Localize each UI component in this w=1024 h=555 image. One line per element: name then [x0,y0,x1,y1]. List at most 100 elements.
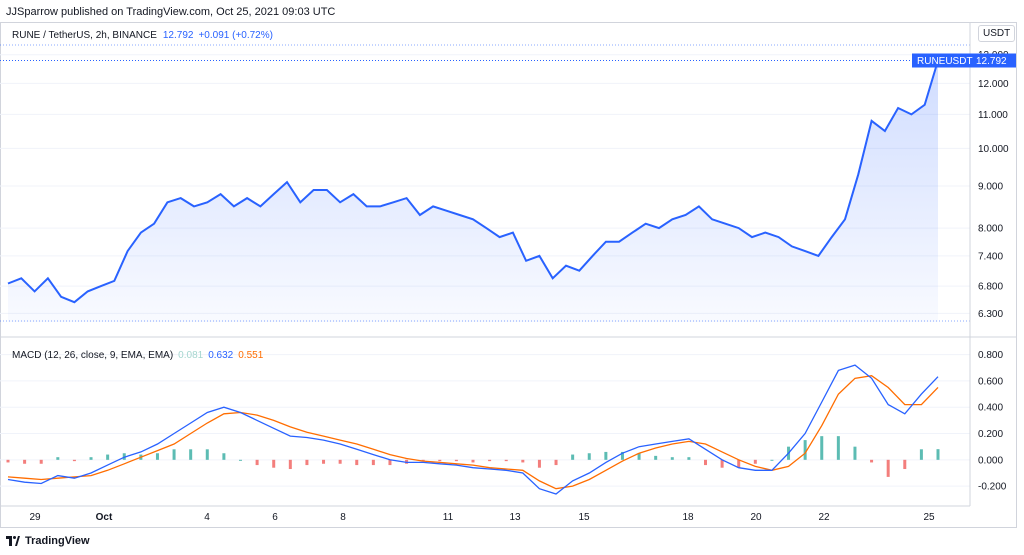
publisher-line: JJSparrow published on TradingView.com, … [6,6,336,18]
macd-histogram-bar [23,459,27,464]
macd-histogram-value: 0.081 [178,350,204,361]
macd-histogram-bar [172,449,176,460]
macd-histogram-bar [670,457,674,460]
macd-label: MACD (12, 26, close, 9, EMA, EMA) [12,350,174,361]
macd-histogram-bar [255,459,259,466]
macd-histogram-bar [853,446,857,460]
tradingview-brand[interactable]: TradingView [6,535,90,547]
macd-histogram-bar [72,459,76,462]
macd-histogram-bar [454,459,458,462]
time-tick-label: 18 [682,512,694,523]
price-tag-background [912,53,1016,68]
macd-histogram-bar [239,459,242,461]
macd-histogram-bar [836,436,840,460]
macd-histogram-bar [803,440,807,460]
macd-histogram-bar [222,453,226,460]
last-price: 12.792 [162,30,194,41]
macd-histogram-bar [919,449,923,460]
time-tick-label: 6 [272,512,278,523]
macd-line [7,364,939,495]
macd-gridlines [0,354,970,487]
macd-histogram-bar [554,459,558,466]
price-tick-label: 9.000 [978,182,1003,193]
macd-histogram-bar [571,454,575,460]
macd-histogram-bar [471,459,475,463]
macd-histogram-bar [488,459,492,462]
macd-histogram-bar [637,453,641,460]
macd-histogram-bar [6,459,10,463]
time-tick-label: 20 [750,512,762,523]
time-tick-label: 25 [923,512,935,523]
price-tick-label: 8.000 [978,224,1003,235]
macd-histogram-bar [521,459,525,463]
macd-tick-label: -0.200 [978,482,1007,493]
brand-name: TradingView [25,535,90,547]
macd-value: 0.632 [208,350,234,361]
price-axis[interactable]: 13.00012.00011.00010.0009.0008.0007.4006… [978,50,1009,320]
macd-histogram-bar [322,459,326,464]
macd-histogram-bar [770,459,774,461]
time-tick-label: 8 [340,512,346,523]
macd-histogram-bar [720,459,724,468]
macd-histogram-bar [355,459,359,466]
macd-axis[interactable]: 0.800 0.600 0.400 0.200 0.000 -0.200 [978,350,1007,492]
macd-histogram-bar [338,459,342,464]
price-line [7,60,939,304]
price-tick-label: 6.800 [978,282,1003,293]
macd-histogram-bar [504,459,508,462]
time-tick-label: 22 [818,512,830,523]
time-tick-label: Oct [96,512,113,523]
symbol-label: RUNE / TetherUS, 2h, BINANCE [12,30,157,41]
price-tag-symbol: RUNEUSDT [917,56,973,67]
time-axis[interactable]: 29 Oct 4 6 8 11 13 15 18 20 22 25 [29,512,935,523]
main-legend[interactable]: RUNE / TetherUS, 2h, BINANCE 12.792 +0.091… [12,30,273,41]
price-tick-label: 11.000 [978,110,1008,121]
time-tick-label: 29 [29,512,41,523]
tradingview-logo-icon [6,536,20,546]
macd-histogram-bar [936,449,940,460]
macd-histogram-bar [106,454,110,460]
price-tick-label: 6.300 [978,309,1003,320]
macd-histogram-bar [620,451,624,460]
macd-histogram-bar [737,459,741,468]
macd-histogram-bar [704,459,707,466]
price-tick-label: 7.400 [978,251,1003,262]
macd-histogram-bar [587,453,591,460]
macd-histogram-bar [687,457,691,460]
macd-histogram-bar [371,459,375,466]
macd-histogram-bar [272,459,276,468]
macd-signal-line [7,375,939,490]
macd-tick-label: 0.200 [978,429,1003,440]
macd-legend[interactable]: MACD (12, 26, close, 9, EMA, EMA) 0.081 0.… [12,350,263,361]
macd-histogram-bar [886,459,890,477]
chart-frame [0,22,1017,528]
time-tick-label: 13 [509,512,521,523]
price-change: +0.091 (+0.72%) [198,30,273,41]
macd-tick-label: 0.000 [978,455,1003,466]
macd-histogram-bar [870,459,874,463]
macd-tick-label: 0.400 [978,403,1003,414]
macd-histogram-bar [122,453,126,460]
macd-histogram-bar [305,459,309,466]
macd-tick-label: 0.800 [978,350,1003,361]
macd-histogram-bar [654,455,658,460]
macd-histogram-bar [89,457,93,460]
macd-histogram-bar [753,459,757,464]
macd-histogram-bar [39,459,43,464]
time-tick-label: 4 [204,512,210,523]
macd-histogram-bar [438,459,442,462]
macd-histogram-bar [388,459,392,466]
macd-histogram-bar [205,449,209,460]
price-tag: RUNEUSDT 12.792 [912,53,1016,68]
time-tick-label: 15 [578,512,590,523]
price-area [8,60,938,322]
macd-histogram [6,436,940,477]
time-tick-label: 11 [443,512,454,523]
price-chart[interactable]: 13.00012.00011.00010.0009.0008.0007.4006… [0,22,1017,528]
macd-histogram-bar [189,449,193,460]
currency-button[interactable]: USDT [978,25,1016,42]
macd-histogram-bar [820,436,824,460]
price-tick-label: 12.000 [978,79,1009,90]
macd-histogram-bar [155,453,159,460]
macd-histogram-bar [288,459,292,470]
